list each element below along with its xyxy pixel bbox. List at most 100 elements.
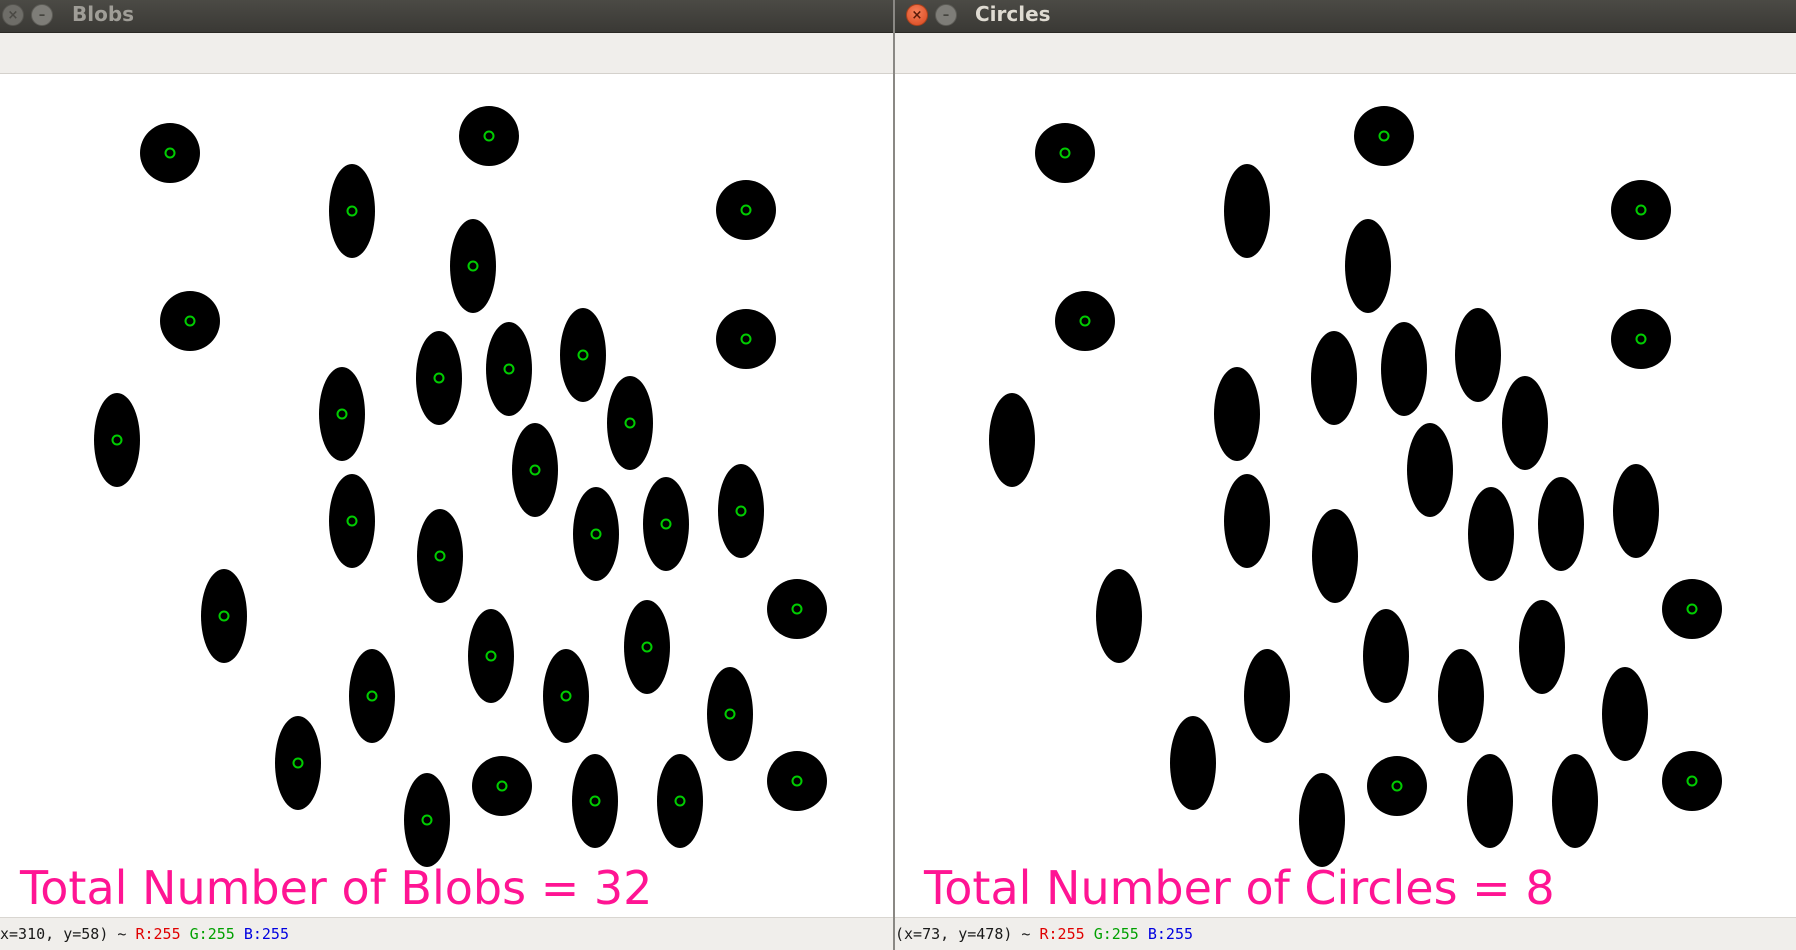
blue-value: B:255	[243, 925, 289, 943]
keypoint-marker	[660, 518, 672, 530]
blob-ellipse	[1519, 600, 1565, 694]
blob-ellipse	[657, 754, 703, 848]
blobs-window: × – Blobs Total Number of Blobs = 32 x=3…	[0, 0, 894, 950]
blob-ellipse	[275, 716, 321, 810]
title-bar[interactable]: × – Blobs	[0, 0, 894, 33]
blob-circle	[767, 579, 827, 639]
keypoint-marker	[740, 204, 752, 216]
keypoint-marker	[366, 690, 378, 702]
blob-ellipse	[417, 509, 463, 603]
keypoint-marker	[111, 434, 123, 446]
keypoint-marker	[1635, 204, 1647, 216]
blob-ellipse	[1312, 509, 1358, 603]
blob-ellipse	[1345, 219, 1391, 313]
keypoint-marker	[1686, 603, 1698, 615]
keypoint-marker	[503, 363, 515, 375]
blob-ellipse	[201, 569, 247, 663]
blob-ellipse	[1244, 649, 1290, 743]
blob-circle	[1354, 106, 1414, 166]
keypoint-marker	[589, 795, 601, 807]
keypoint-marker	[740, 333, 752, 345]
blob-ellipse	[329, 474, 375, 568]
blob-ellipse	[607, 376, 653, 470]
blob-ellipse	[989, 393, 1035, 487]
status-bar: x=310, y=58) ~ R:255 G:255 B:255	[0, 917, 894, 950]
blob-circle	[1662, 751, 1722, 811]
blob-ellipse	[450, 219, 496, 313]
keypoint-marker	[1686, 775, 1698, 787]
title-bar[interactable]: × – Circles	[895, 0, 1796, 33]
blob-ellipse	[512, 423, 558, 517]
keypoint-marker	[1059, 147, 1071, 159]
blob-ellipse	[1468, 487, 1514, 581]
red-value: R:255	[135, 925, 181, 943]
keypoint-marker	[433, 372, 445, 384]
status-bar: (x=73, y=478) ~ R:255 G:255 B:255	[895, 917, 1796, 950]
circles-window: × – Circles Total Number of Circles = 8 …	[895, 0, 1796, 950]
blob-ellipse	[643, 477, 689, 571]
blob-circle	[767, 751, 827, 811]
blob-ellipse	[1455, 308, 1501, 402]
toolbar	[0, 33, 894, 74]
keypoint-marker	[577, 349, 589, 361]
keypoint-marker	[483, 130, 495, 142]
keypoint-marker	[346, 205, 358, 217]
keypoint-marker	[467, 260, 479, 272]
image-canvas[interactable]: Total Number of Circles = 8	[895, 74, 1796, 917]
blob-circle	[459, 106, 519, 166]
blob-ellipse	[1224, 164, 1270, 258]
blob-ellipse	[468, 609, 514, 703]
blob-circle	[716, 309, 776, 369]
keypoint-marker	[1391, 780, 1403, 792]
blob-ellipse	[416, 331, 462, 425]
blob-ellipse	[94, 393, 140, 487]
blob-ellipse	[718, 464, 764, 558]
blob-circle	[1662, 579, 1722, 639]
keypoint-marker	[1635, 333, 1647, 345]
blue-value: B:255	[1147, 925, 1194, 943]
keypoint-marker	[529, 464, 541, 476]
minimize-icon[interactable]: –	[31, 4, 53, 26]
blobs-image[interactable]: Total Number of Blobs = 32	[0, 74, 894, 917]
blob-ellipse	[707, 667, 753, 761]
blob-ellipse	[1502, 376, 1548, 470]
close-icon[interactable]: ×	[2, 4, 24, 26]
keypoint-marker	[485, 650, 497, 662]
blob-ellipse	[486, 322, 532, 416]
keypoint-marker	[791, 603, 803, 615]
blob-ellipse	[349, 649, 395, 743]
window-title: Blobs	[72, 2, 135, 26]
blob-ellipse	[1438, 649, 1484, 743]
blob-ellipse	[543, 649, 589, 743]
blob-circle	[160, 291, 220, 351]
image-canvas[interactable]: Total Number of Blobs = 32	[0, 74, 894, 917]
blob-ellipse	[1407, 423, 1453, 517]
blob-ellipse	[1096, 569, 1142, 663]
window-title: Circles	[975, 2, 1051, 26]
blob-circle	[1055, 291, 1115, 351]
close-icon[interactable]: ×	[906, 4, 928, 26]
red-value: R:255	[1039, 925, 1085, 943]
blob-ellipse	[1311, 331, 1357, 425]
circles-image[interactable]: Total Number of Circles = 8	[895, 74, 1796, 917]
blob-circle	[716, 180, 776, 240]
blob-ellipse	[624, 600, 670, 694]
blob-ellipse	[572, 754, 618, 848]
blob-ellipse	[404, 773, 450, 867]
window-divider	[893, 0, 895, 950]
minimize-icon[interactable]: –	[935, 4, 957, 26]
keypoint-marker	[791, 775, 803, 787]
blob-circle	[1367, 756, 1427, 816]
keypoint-marker	[624, 417, 636, 429]
cursor-coords: (x=73, y=478) ~	[895, 925, 1031, 943]
keypoint-marker	[641, 641, 653, 653]
blob-ellipse	[1602, 667, 1648, 761]
keypoint-marker	[218, 610, 230, 622]
blob-ellipse	[1224, 474, 1270, 568]
total-circles-label: Total Number of Circles = 8	[923, 861, 1555, 915]
blob-ellipse	[319, 367, 365, 461]
keypoint-marker	[1378, 130, 1390, 142]
blob-circle	[1611, 309, 1671, 369]
keypoint-marker	[1079, 315, 1091, 327]
blob-ellipse	[560, 308, 606, 402]
